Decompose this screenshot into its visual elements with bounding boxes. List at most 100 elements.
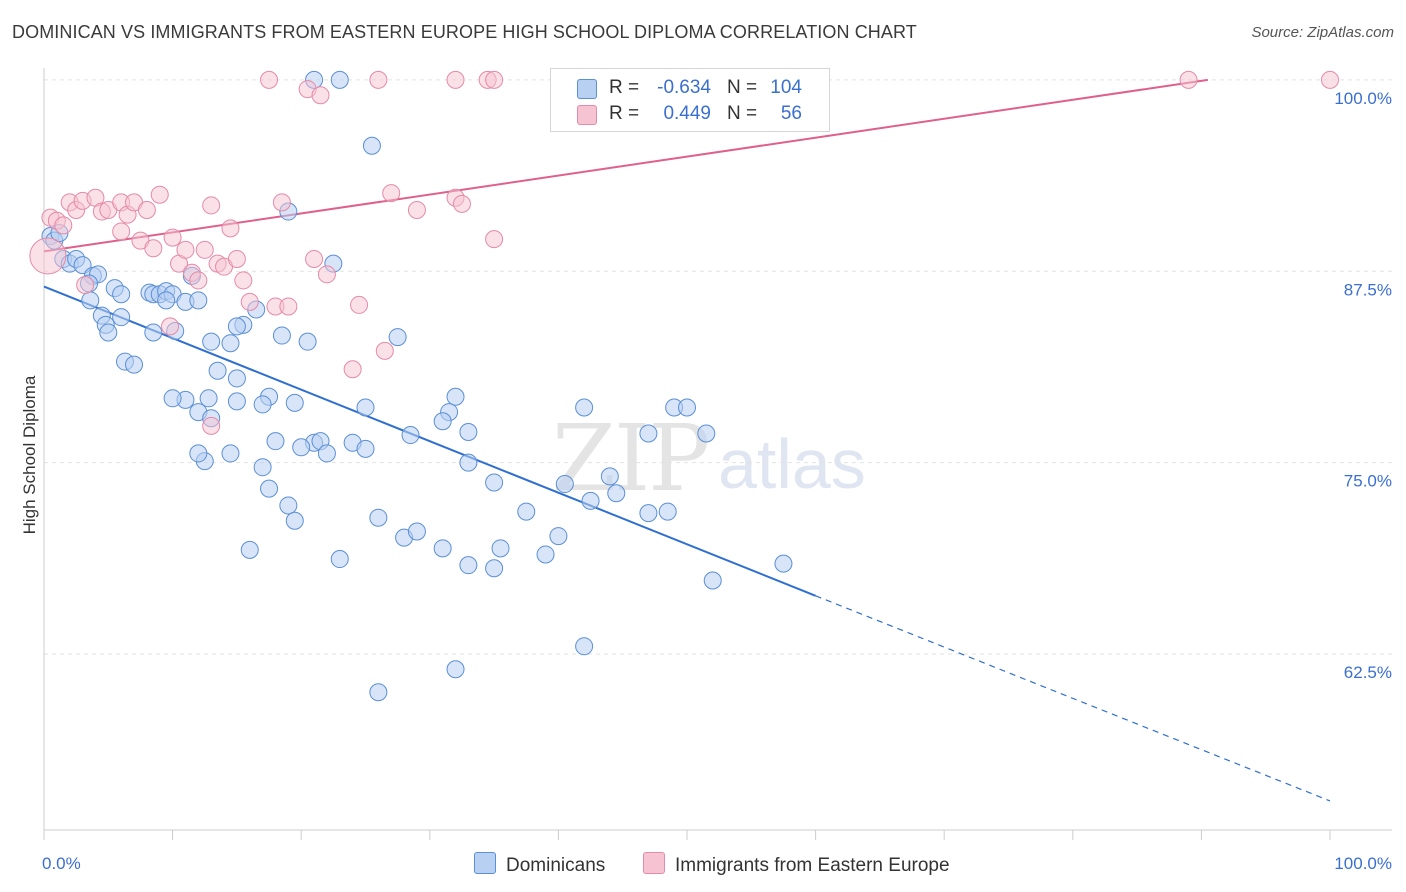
legend-row-eastern-europe: R = 0.449 N = 56	[551, 101, 829, 127]
eastern-europe-point	[279, 297, 298, 316]
eastern-europe-point	[189, 271, 208, 290]
legend-r-label: R =	[609, 103, 640, 124]
dominicans-point	[208, 361, 227, 380]
legend-n-value: 56	[780, 103, 802, 124]
dominicans-point	[446, 660, 465, 679]
legend-r-value: 0.449	[663, 103, 711, 124]
eastern-europe-point	[1321, 70, 1339, 89]
dominicans-point	[81, 291, 100, 310]
dominicans-point	[266, 432, 285, 451]
dominicans-point	[459, 453, 478, 472]
dominicans-point	[356, 439, 375, 458]
eastern-europe-point	[343, 360, 362, 379]
dominicans-point	[253, 458, 272, 477]
dominicans-point	[433, 412, 452, 431]
tick-labels: 62.5% 75.0% 87.5% 100.0% 0.0% 100.0%	[42, 89, 1392, 873]
dominicans-point	[356, 398, 375, 417]
dominicans-point	[549, 527, 568, 546]
eastern-europe-point	[29, 237, 67, 275]
dominicans-point	[240, 540, 259, 559]
eastern-europe-point	[176, 240, 195, 259]
dominicans-point	[221, 444, 240, 463]
dominicans-point	[227, 392, 246, 411]
dominicans-point	[112, 285, 131, 304]
dominicans-point	[369, 683, 388, 702]
dominicans-point	[157, 291, 176, 310]
dominicans-point	[112, 308, 131, 327]
dominicans-point	[144, 323, 163, 342]
dominicans-point	[292, 438, 311, 457]
eastern-europe-point	[260, 70, 279, 89]
dominicans-point	[272, 326, 291, 345]
dominicans-point	[607, 484, 626, 503]
dominicans-point	[369, 508, 388, 527]
eastern-europe-point	[112, 222, 131, 241]
dominicans-point	[253, 395, 272, 414]
dominicans-point	[491, 539, 510, 558]
eastern-europe-point	[350, 295, 369, 314]
eastern-europe-point	[202, 416, 221, 435]
y-tick-label: 75.0%	[1344, 472, 1392, 491]
dominicans-point	[388, 328, 407, 347]
axes	[43, 68, 1392, 840]
dominicans-point	[485, 559, 504, 578]
dominicans-point	[639, 504, 658, 523]
x-tick-label: 0.0%	[42, 854, 81, 873]
dominicans-point	[202, 332, 221, 351]
bottom-legend-dominicans: Dominicans	[474, 852, 605, 877]
trend-lines	[43, 78, 1331, 802]
dominicans-point	[517, 502, 536, 521]
eastern-europe-points	[29, 70, 1339, 435]
dominicans-point	[362, 136, 381, 155]
dominicans-point	[774, 554, 793, 573]
dominicans-point	[285, 393, 304, 412]
bottom-swatch-blue	[474, 852, 496, 874]
dominicans-point	[407, 522, 426, 541]
legend-swatch-blue	[577, 79, 597, 99]
eastern-europe-point	[161, 317, 180, 336]
eastern-europe-point	[137, 201, 156, 220]
dominicans-trend-extension	[815, 595, 1331, 802]
dominicans-point	[317, 444, 336, 463]
dominicans-point	[260, 479, 279, 498]
eastern-europe-point	[452, 194, 471, 213]
chart-title: DOMINICAN VS IMMIGRANTS FROM EASTERN EUR…	[12, 22, 917, 42]
dominicans-point	[459, 422, 478, 441]
eastern-europe-point	[76, 276, 95, 295]
dominicans-point	[279, 496, 298, 515]
eastern-europe-point	[202, 196, 221, 215]
source-label: Source: ZipAtlas.com	[1251, 24, 1394, 41]
eastern-europe-point	[163, 228, 182, 247]
eastern-europe-point	[227, 250, 246, 269]
eastern-europe-point	[485, 230, 504, 249]
bottom-legend-eastern-europe: Immigrants from Eastern Europe	[643, 852, 950, 877]
eastern-europe-point	[311, 86, 330, 105]
eastern-europe-point	[375, 341, 394, 360]
legend-row-dominicans: R = -0.634 N = 104	[551, 75, 829, 101]
eastern-europe-point	[305, 250, 324, 269]
eastern-europe-point	[144, 239, 163, 258]
eastern-europe-point	[407, 201, 426, 220]
dominicans-point	[163, 389, 182, 408]
correlation-legend: R = -0.634 N = 104 R = 0.449 N = 56	[550, 68, 830, 132]
eastern-europe-point	[317, 265, 336, 284]
dominicans-point	[581, 491, 600, 510]
dominicans-point	[221, 334, 240, 353]
legend-n-label: N =	[727, 103, 758, 124]
dominicans-point	[485, 473, 504, 492]
x-tick-label: 100.0%	[1334, 854, 1392, 873]
eastern-europe-point	[221, 219, 240, 238]
eastern-europe-point	[234, 271, 253, 290]
dominicans-point	[401, 426, 420, 445]
dominicans-point	[555, 475, 574, 494]
dominicans-point	[227, 369, 246, 388]
dominicans-point	[697, 424, 716, 443]
eastern-europe-point	[240, 292, 259, 311]
dominicans-point	[575, 637, 594, 656]
legend-n-value: 104	[770, 77, 802, 98]
dominicans-point	[199, 389, 218, 408]
eastern-europe-point	[369, 70, 388, 89]
dominicans-point	[703, 571, 722, 590]
dominicans-point	[189, 444, 208, 463]
eastern-europe-point	[485, 70, 504, 89]
